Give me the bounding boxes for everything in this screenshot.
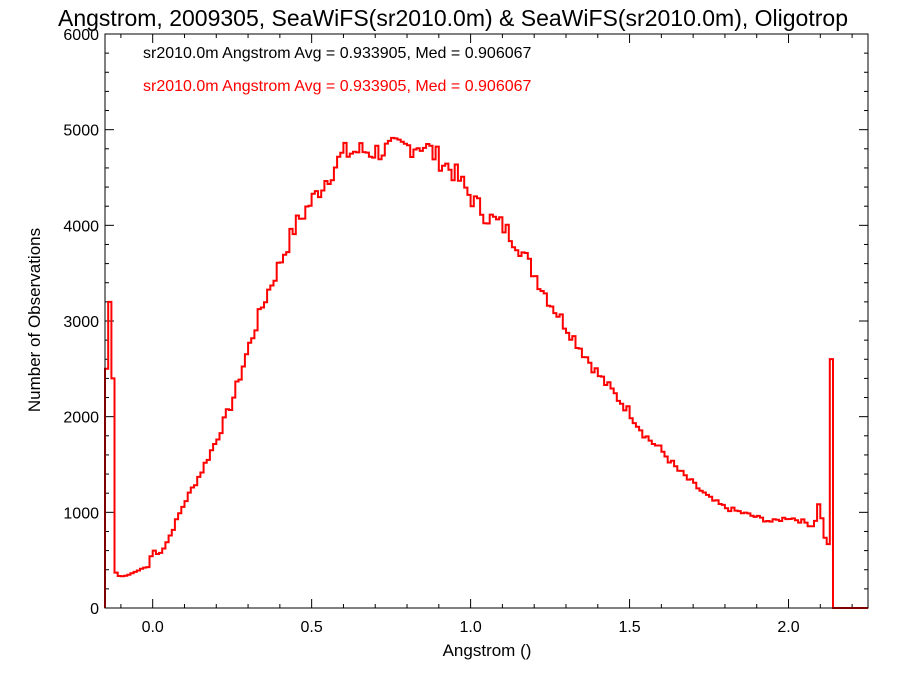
series-line-0	[104, 136, 868, 609]
plot-frame	[104, 33, 869, 609]
y-tick-label: 6000	[63, 27, 99, 44]
y-tick-label: 1000	[63, 505, 99, 522]
x-axis-label: Angstrom ()	[443, 641, 532, 660]
x-tick-label: 1.5	[618, 619, 640, 636]
y-tick-label: 0	[90, 601, 99, 618]
x-tick-label: 0.5	[301, 619, 323, 636]
annotation-red: sr2010.0m Angstrom Avg = 0.933905, Med =…	[143, 78, 532, 95]
x-tick-label: 2.0	[777, 619, 799, 636]
annotation-black: sr2010.0m Angstrom Avg = 0.933905, Med =…	[143, 45, 532, 62]
y-tick-label: 3000	[63, 314, 99, 331]
x-tick-label: 1.0	[459, 619, 481, 636]
y-tick-label: 4000	[63, 218, 99, 235]
chart-title: Angstrom, 2009305, SeaWiFS(sr2010.0m) & …	[58, 5, 848, 31]
y-axis-label: Number of Observations	[25, 228, 44, 412]
y-tick-label: 2000	[63, 410, 99, 427]
x-tick-label: 0.0	[142, 619, 164, 636]
y-tick-label: 5000	[63, 123, 99, 140]
